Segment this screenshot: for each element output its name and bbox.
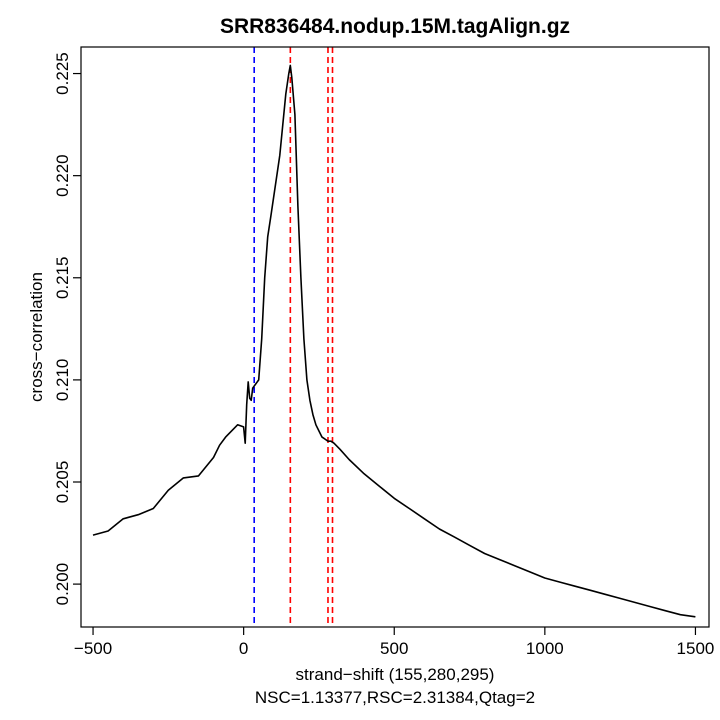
chart-title: SRR836484.nodup.15M.tagAlign.gz xyxy=(220,15,570,38)
x-axis: −500 0 500 1000 1500 xyxy=(74,627,714,658)
reference-lines xyxy=(253,47,334,627)
x-axis-label: strand−shift (155,280,295) xyxy=(296,665,495,684)
y-axis-label: cross−correlation xyxy=(27,272,46,402)
y-tick-label-5: 0.225 xyxy=(53,52,72,95)
y-tick-label-0: 0.200 xyxy=(53,563,72,606)
y-tick-label-4: 0.220 xyxy=(53,154,72,197)
y-tick-label-3: 0.215 xyxy=(53,257,72,300)
x-tick-label-2: 500 xyxy=(380,639,408,658)
chart-subtitle: NSC=1.13377,RSC=2.31384,Qtag=2 xyxy=(255,688,535,707)
y-tick-label-1: 0.205 xyxy=(53,461,72,504)
x-tick-label-3: 1000 xyxy=(526,639,564,658)
series-line-0 xyxy=(92,64,696,618)
x-tick-label-1: 0 xyxy=(239,639,248,658)
series-group xyxy=(92,64,696,618)
plot-frame xyxy=(80,46,710,628)
y-axis: 0.200 0.205 0.210 0.215 0.220 0.225 xyxy=(53,52,81,605)
x-tick-label-0: −500 xyxy=(74,639,112,658)
x-tick-label-4: 1500 xyxy=(677,639,715,658)
y-tick-label-2: 0.210 xyxy=(53,359,72,402)
